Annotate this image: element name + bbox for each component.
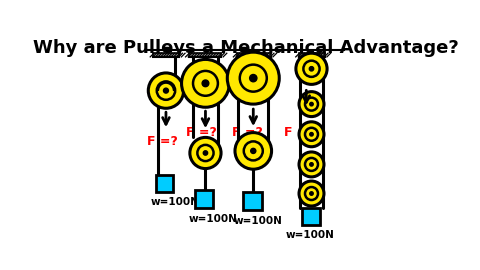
- Text: F =?: F =?: [232, 126, 264, 139]
- Text: w=100N: w=100N: [189, 214, 238, 224]
- Circle shape: [202, 80, 209, 87]
- Text: w=100N: w=100N: [286, 230, 335, 240]
- Bar: [299, 53, 325, 57]
- Circle shape: [299, 122, 324, 147]
- Circle shape: [310, 133, 313, 136]
- Circle shape: [228, 52, 279, 104]
- Circle shape: [181, 59, 229, 107]
- Text: F =?: F =?: [186, 126, 216, 139]
- Bar: [302, 208, 320, 225]
- Text: F =?: F =?: [285, 126, 315, 139]
- Text: F =?: F =?: [147, 135, 178, 148]
- Circle shape: [250, 75, 257, 82]
- Circle shape: [148, 73, 184, 108]
- Circle shape: [310, 163, 313, 166]
- Bar: [154, 53, 180, 57]
- Circle shape: [299, 181, 324, 206]
- Text: w=100N: w=100N: [234, 216, 282, 226]
- Circle shape: [299, 152, 324, 177]
- Circle shape: [310, 102, 313, 106]
- Circle shape: [235, 133, 272, 169]
- Circle shape: [309, 67, 313, 71]
- Bar: [156, 175, 173, 193]
- Circle shape: [296, 53, 327, 85]
- Circle shape: [164, 88, 168, 93]
- Text: Why are Pulleys a Mechanical Advantage?: Why are Pulleys a Mechanical Advantage?: [33, 39, 459, 57]
- Bar: [243, 193, 262, 210]
- Bar: [189, 53, 221, 57]
- Circle shape: [299, 92, 324, 117]
- Circle shape: [251, 148, 256, 153]
- Text: w=100N: w=100N: [150, 197, 199, 207]
- Circle shape: [203, 151, 208, 155]
- Circle shape: [310, 192, 313, 195]
- Circle shape: [190, 137, 221, 168]
- Bar: [195, 190, 213, 208]
- Bar: [237, 53, 271, 57]
